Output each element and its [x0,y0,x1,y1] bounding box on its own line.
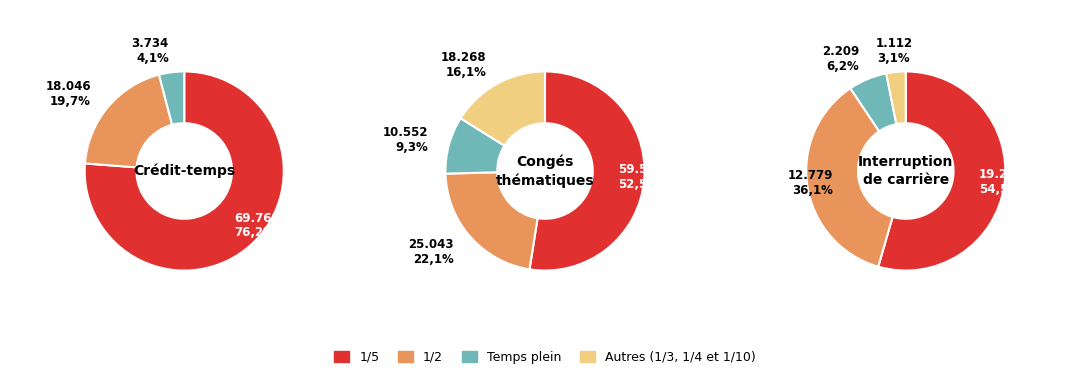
Text: 25.043: 25.043 [409,238,453,251]
Text: 76,2%: 76,2% [234,226,275,239]
Text: 1.112: 1.112 [875,37,912,50]
Text: 36,1%: 36,1% [792,184,833,197]
Wedge shape [446,172,537,269]
Wedge shape [446,118,505,174]
Text: 3.734: 3.734 [132,37,169,50]
Wedge shape [159,71,184,125]
Wedge shape [85,75,172,167]
Text: 4,1%: 4,1% [136,52,169,65]
Text: 19.251: 19.251 [979,168,1025,181]
Text: 2.209: 2.209 [822,45,859,59]
Text: 18.268: 18.268 [440,51,486,64]
Text: 69.768: 69.768 [234,212,280,225]
Text: 6,2%: 6,2% [826,60,859,73]
Text: Interruption
de carrière: Interruption de carrière [858,155,954,187]
Wedge shape [530,71,644,271]
Text: Congés
thématiques: Congés thématiques [496,154,594,188]
Text: 3,1%: 3,1% [877,52,910,65]
Text: 19,7%: 19,7% [50,95,90,108]
Text: 54,5%: 54,5% [979,183,1020,196]
Wedge shape [886,71,906,124]
Wedge shape [85,71,283,271]
Wedge shape [879,71,1005,271]
Text: 59.501: 59.501 [618,163,664,176]
Text: 18.046: 18.046 [46,80,90,93]
Legend: 1/5, 1/2, Temps plein, Autres (1/3, 1/4 et 1/10): 1/5, 1/2, Temps plein, Autres (1/3, 1/4 … [328,344,762,370]
Text: 10.552: 10.552 [383,126,427,139]
Wedge shape [850,73,896,131]
Wedge shape [461,71,545,146]
Wedge shape [807,88,893,267]
Text: 16,1%: 16,1% [445,66,486,79]
Text: 9,3%: 9,3% [395,141,427,154]
Text: 52,5%: 52,5% [618,178,659,191]
Text: Crédit-temps: Crédit-temps [133,164,235,178]
Text: 12.779: 12.779 [788,169,833,182]
Text: 22,1%: 22,1% [413,253,453,266]
